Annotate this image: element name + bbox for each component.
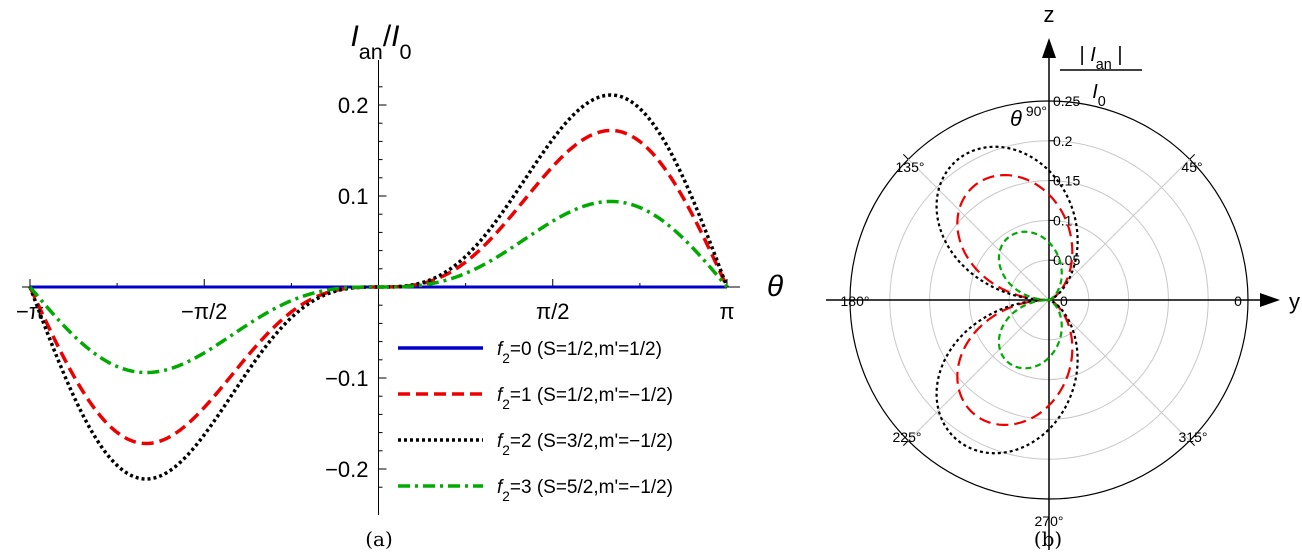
y-tick-label: −0.1 [325,366,368,391]
angle-label-225: 225° [893,429,922,445]
y-axis-arrow [1260,293,1280,307]
r-tick-label: 0.1 [1053,212,1073,228]
y-tick-label: −0.2 [325,457,368,482]
polar-angle-tick [1189,440,1196,447]
polar-angle-tick [1189,153,1196,160]
polar-angle-tick [902,153,909,160]
panel-a-caption: (a) [365,527,393,551]
legend-label-1: f2=1 (S=1/2,m'=−1/2) [497,385,673,412]
x-tick-label: π [719,299,734,324]
y-tick-label: 0.1 [338,184,369,209]
r-tick-label: 0.2 [1053,133,1073,149]
z-axis-title: z [1044,2,1055,27]
r-label-numerator: | Ian | [1079,44,1122,73]
panel-b-caption: (b) [1034,527,1062,551]
series-3-line [28,199,729,375]
x-tick-label: π/2 [536,299,570,324]
x-tick-label: −π/2 [181,299,227,324]
r-zero-label: 0 [1060,293,1068,309]
r-tick-label: 0.15 [1053,173,1080,189]
polar-spoke [907,158,1050,301]
polar-angle-tick [902,440,909,447]
polar-series-2 [997,230,1063,370]
theta-label: θ [1010,106,1022,131]
legend-label-2: f2=2 (S=3/2,m'=−1/2) [497,431,673,458]
angle-label-270: 270° [1035,513,1064,529]
legend-label-0: f2=0 (S=1/2,m'=1/2) [497,339,662,366]
legend-label-3: f2=3 (S=5/2,m'=−1/2) [497,477,673,504]
r-tick-label: 0.25 [1053,93,1080,109]
series-2-line [28,93,729,481]
polar-spoke [1048,158,1191,301]
polar-spoke [1048,299,1191,442]
y-axis-title: Ian/I0 [350,20,411,64]
panel-b: 0.050.10.150.20.250zy045°90°135°180°225°… [826,2,1300,551]
polar-spoke [907,299,1050,442]
y-axis-title: y [1289,289,1300,314]
angle-label-180: 180° [841,293,870,309]
angle-label-315: 315° [1179,429,1208,445]
x-axis-title: θ [767,270,784,303]
angle-label-135: 135° [896,159,925,175]
z-axis-arrow [1042,38,1056,58]
angle-label-45: 45° [1181,159,1202,175]
angle-label-90: 90° [1026,103,1047,119]
angle-label-0: 0 [1234,293,1242,309]
y-tick-label: 0.2 [338,93,369,118]
r-label-denominator: I0 [1092,81,1106,110]
